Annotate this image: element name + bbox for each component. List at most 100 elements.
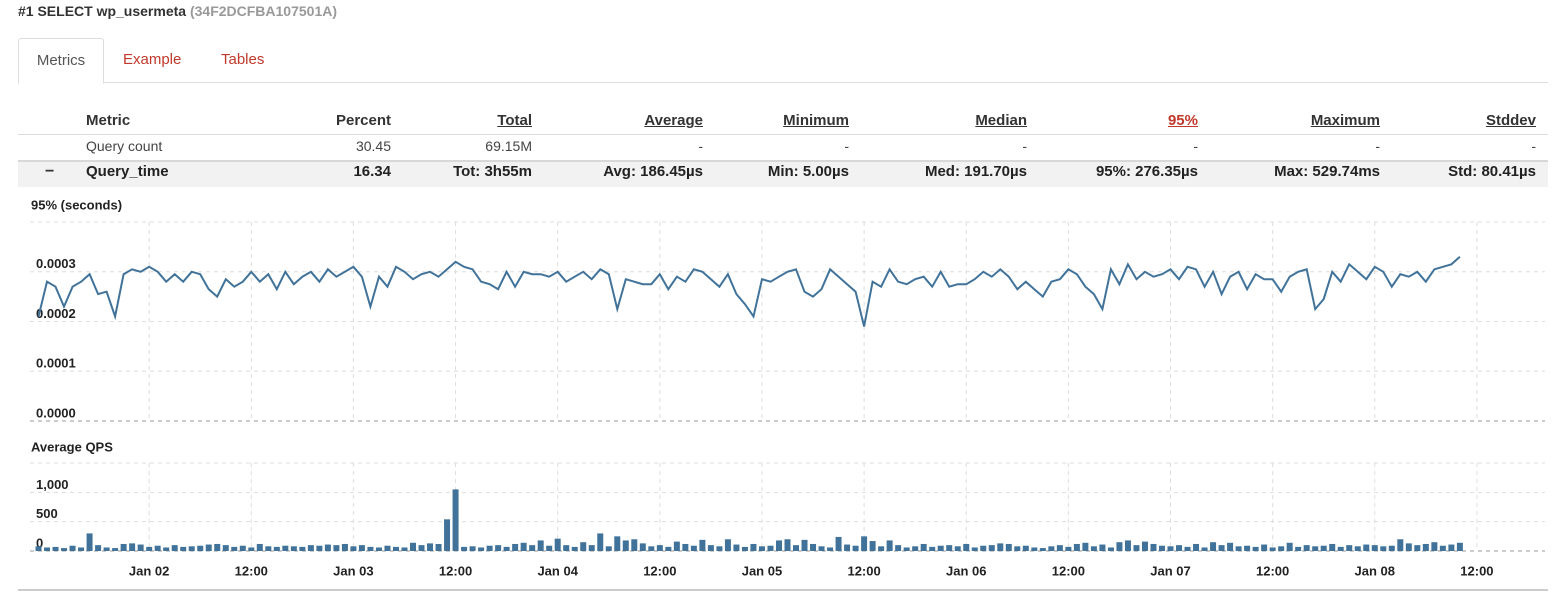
bar xyxy=(197,545,204,551)
column-header[interactable]: 95% xyxy=(1167,112,1198,129)
bar xyxy=(1456,542,1463,551)
bar xyxy=(963,543,970,551)
bar xyxy=(367,546,374,551)
bar xyxy=(1022,545,1029,551)
bar xyxy=(1158,545,1165,551)
bar xyxy=(103,547,110,551)
bar xyxy=(1167,546,1174,551)
tab-bar: Metrics Example Tables xyxy=(18,38,1548,84)
bar xyxy=(1005,543,1012,551)
bar xyxy=(401,547,408,551)
bar xyxy=(767,545,774,551)
row-divider xyxy=(18,134,1548,135)
bar xyxy=(69,545,76,551)
bar xyxy=(1048,546,1055,551)
tab[interactable]: Tables xyxy=(221,51,265,68)
bar xyxy=(1354,546,1361,551)
bar xyxy=(205,544,212,551)
chart-title: 95% (seconds) xyxy=(31,197,122,212)
column-header[interactable]: Median xyxy=(975,112,1027,129)
table-cell: Max: 529.74ms xyxy=(1274,163,1380,180)
bar xyxy=(486,545,493,551)
bar xyxy=(1269,547,1276,551)
x-tick-label: Jan 03 xyxy=(333,563,373,578)
bar xyxy=(214,543,221,551)
y-tick-label: 0.0001 xyxy=(36,356,76,371)
bar xyxy=(597,533,604,551)
bar xyxy=(180,546,187,551)
bar xyxy=(750,543,757,551)
bar xyxy=(1303,545,1310,551)
bar xyxy=(775,540,782,551)
bar xyxy=(920,543,927,551)
bar xyxy=(869,541,876,551)
bar xyxy=(1056,545,1063,551)
y-tick-label: 0.0000 xyxy=(36,405,76,420)
x-tick-label: Jan 04 xyxy=(537,563,578,578)
column-header[interactable]: Average xyxy=(644,112,703,129)
bar xyxy=(588,545,595,551)
bar xyxy=(546,545,553,551)
bar xyxy=(316,545,323,551)
table-cell: Query count xyxy=(86,138,163,154)
bar xyxy=(622,540,629,551)
bar xyxy=(350,546,357,551)
bar xyxy=(512,543,519,551)
bar xyxy=(886,540,893,551)
bar xyxy=(537,540,544,551)
bar xyxy=(1320,545,1327,551)
bar xyxy=(307,545,314,551)
table-cell: - xyxy=(1022,138,1027,154)
bar xyxy=(358,545,365,551)
column-header[interactable]: Stddev xyxy=(1485,112,1536,129)
bar xyxy=(520,542,527,551)
bar xyxy=(154,545,161,551)
bar xyxy=(605,546,612,551)
bar xyxy=(503,546,510,551)
table-cell: Med: 191.70µs xyxy=(924,163,1027,180)
bar xyxy=(392,546,399,551)
bar xyxy=(1201,547,1208,551)
bar xyxy=(469,546,476,551)
bar xyxy=(120,543,127,551)
series-line xyxy=(37,256,1461,327)
bar xyxy=(656,545,663,551)
table-cell: Std: 80.41µs xyxy=(1448,163,1536,180)
bar xyxy=(929,546,936,551)
bar xyxy=(971,547,978,551)
bar xyxy=(1107,547,1114,551)
x-tick-label: 12:00 xyxy=(1256,563,1289,578)
bar xyxy=(188,546,195,551)
bar xyxy=(716,546,723,551)
column-header[interactable]: Total xyxy=(497,112,532,129)
bar xyxy=(129,543,136,551)
bar xyxy=(1397,539,1404,551)
bar xyxy=(1073,543,1080,551)
bar xyxy=(724,539,731,551)
table-cell: Query_time xyxy=(86,163,169,180)
bar xyxy=(1286,542,1293,551)
x-tick-label: 12:00 xyxy=(439,563,472,578)
column-header[interactable]: Maximum xyxy=(1310,112,1380,129)
y-tick-label: 0.0003 xyxy=(36,256,76,271)
bar xyxy=(1099,544,1106,551)
bar xyxy=(673,541,680,551)
toggle[interactable]: − xyxy=(45,163,55,180)
bar xyxy=(137,544,144,551)
bar xyxy=(78,547,85,551)
bar xyxy=(1244,545,1251,551)
table-cell: Min: 5.00µs xyxy=(767,163,849,180)
bar xyxy=(333,545,340,551)
tab[interactable]: Metrics xyxy=(18,38,104,84)
column-header[interactable]: Minimum xyxy=(783,112,849,129)
bar xyxy=(256,543,263,551)
tab[interactable]: Example xyxy=(123,51,182,68)
bar xyxy=(248,547,255,551)
x-tick-label: 12:00 xyxy=(643,563,676,578)
x-tick-label: 12:00 xyxy=(1460,563,1493,578)
bar xyxy=(1133,545,1140,551)
bar xyxy=(835,536,842,551)
bar xyxy=(563,545,570,551)
bar xyxy=(427,543,434,551)
